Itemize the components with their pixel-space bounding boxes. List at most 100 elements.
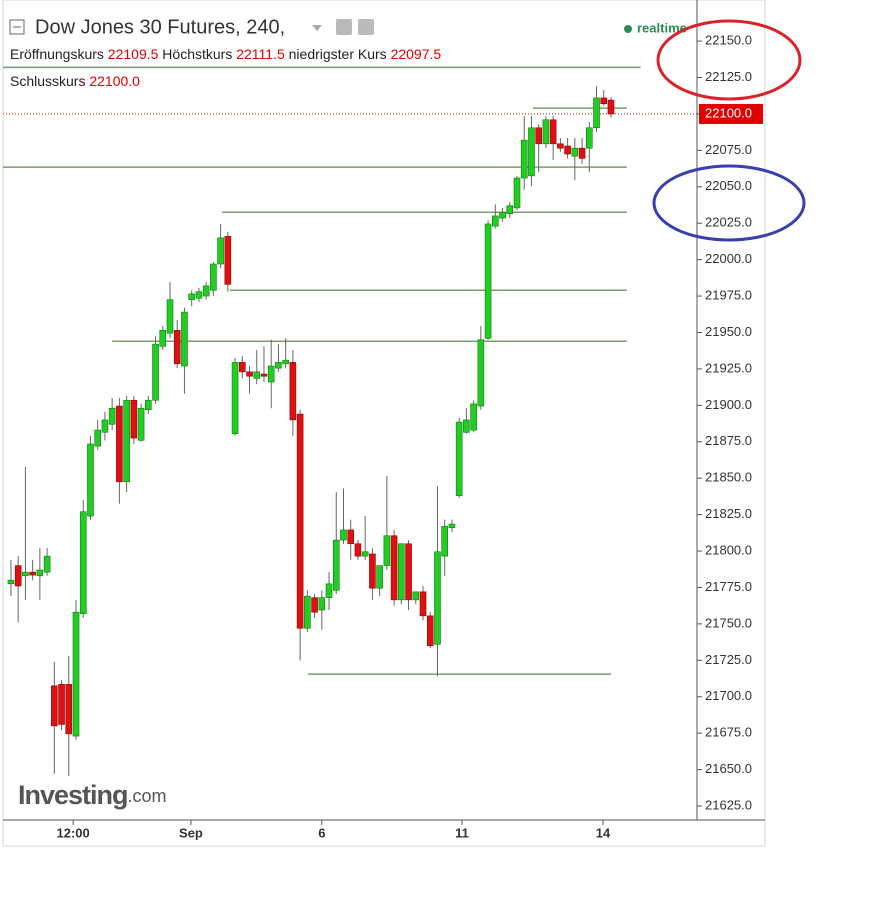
y-tick-label: 21775.0 xyxy=(705,579,752,594)
candle-body xyxy=(289,362,297,421)
candle-body xyxy=(369,553,376,589)
candle-body xyxy=(123,399,130,483)
candle-body xyxy=(347,529,355,545)
candle-body xyxy=(253,371,261,379)
candle-body xyxy=(412,591,420,601)
candle-body xyxy=(159,330,167,347)
candle-body xyxy=(7,579,15,585)
candle-body xyxy=(578,147,586,159)
y-tick-label: 21825.0 xyxy=(705,506,752,521)
candle-body xyxy=(188,293,195,301)
y-tick-label: 22075.0 xyxy=(705,142,752,157)
y-tick-label: 21725.0 xyxy=(705,652,752,667)
candle-body xyxy=(463,419,470,433)
dropdown-caret[interactable] xyxy=(312,25,322,31)
candle-body xyxy=(332,539,340,591)
candle-body xyxy=(152,343,159,401)
candle-body xyxy=(419,591,427,617)
candle-body xyxy=(311,597,318,613)
candle-body xyxy=(87,443,94,517)
gear-icon[interactable] xyxy=(358,19,374,35)
red-ellipse xyxy=(656,19,802,101)
x-tick-label: Sep xyxy=(179,825,203,840)
candle-body xyxy=(557,143,564,149)
settings-icon[interactable] xyxy=(336,19,352,35)
candle-body xyxy=(585,127,593,149)
candle-body xyxy=(29,571,36,576)
blue-ellipse xyxy=(652,164,806,242)
realtime-dot xyxy=(624,25,632,33)
candle-body xyxy=(383,535,391,566)
y-tick-label: 21850.0 xyxy=(705,470,752,485)
logo: Investing.com xyxy=(18,780,167,810)
y-tick-label: 21650.0 xyxy=(705,761,752,776)
candle-body xyxy=(325,583,333,598)
open-value: 22109.5 xyxy=(108,46,159,62)
candle-body xyxy=(361,551,369,557)
open-label: Eröffnungskurs xyxy=(10,46,104,62)
candle-body xyxy=(267,365,275,383)
x-tick-label: 6 xyxy=(318,825,325,840)
candle-body xyxy=(405,543,412,601)
y-tick-label: 21675.0 xyxy=(705,725,752,740)
candle-body xyxy=(542,119,550,145)
candle-body xyxy=(593,97,600,129)
candle-body xyxy=(470,403,477,431)
candle-body xyxy=(108,407,116,425)
candle-body xyxy=(499,211,506,219)
candle-body xyxy=(130,399,138,439)
high-value: 22111.5 xyxy=(236,46,285,62)
y-tick-label: 21700.0 xyxy=(705,688,752,703)
candle-body xyxy=(513,177,521,209)
candle-body xyxy=(426,615,434,647)
candle-body xyxy=(58,684,65,725)
y-tick-label: 22150.0 xyxy=(705,33,752,48)
candle-body xyxy=(571,147,579,157)
low-label: niedrigster Kurs xyxy=(289,46,387,62)
x-tick-label: 12:00 xyxy=(56,825,89,840)
candle-body xyxy=(340,529,347,541)
candle-body xyxy=(231,362,239,435)
close-value: 22100.0 xyxy=(89,73,140,89)
candle-body xyxy=(275,362,282,369)
low-value: 22097.5 xyxy=(391,46,442,62)
candle-body xyxy=(434,551,441,645)
candle-body xyxy=(535,127,542,145)
candle-body xyxy=(65,684,73,735)
y-tick-label: 21750.0 xyxy=(705,615,752,630)
realtime-label: realtime xyxy=(637,20,687,35)
candle-body xyxy=(22,571,29,577)
logo-main: Investing xyxy=(18,780,128,810)
candle-body xyxy=(145,399,152,411)
chart-title: Dow Jones 30 Futures, 240, xyxy=(35,16,285,38)
candle-body xyxy=(202,285,210,297)
last-price-tag xyxy=(699,103,763,124)
x-tick-label: 11 xyxy=(455,825,469,840)
candle-body xyxy=(224,236,232,285)
candle-body xyxy=(101,419,109,433)
high-label: Höchstkurs xyxy=(162,46,232,62)
close-header: Schlusskurs 22100.0 xyxy=(10,73,140,89)
last-price-label: 22100.0 xyxy=(705,105,752,120)
candle-body xyxy=(564,145,571,155)
close-label: Schlusskurs xyxy=(10,73,85,89)
y-tick-label: 21925.0 xyxy=(705,360,752,375)
candle-body xyxy=(549,119,557,145)
candle-body xyxy=(390,535,398,601)
candle-body xyxy=(72,611,80,737)
collapse-icon[interactable] xyxy=(9,19,25,35)
candle-body xyxy=(304,595,311,629)
candle-body xyxy=(354,543,362,557)
candle-body xyxy=(607,99,615,115)
candle-body xyxy=(181,311,188,367)
y-tick-label: 22025.0 xyxy=(705,215,752,230)
y-tick-label: 21800.0 xyxy=(705,542,752,557)
y-tick-label: 21950.0 xyxy=(705,324,752,339)
candle-body xyxy=(246,371,253,377)
candle-body xyxy=(217,237,224,265)
y-tick-label: 22125.0 xyxy=(705,69,752,84)
candle-body xyxy=(484,223,492,339)
candle-body xyxy=(448,523,456,529)
candle-body xyxy=(14,565,22,587)
